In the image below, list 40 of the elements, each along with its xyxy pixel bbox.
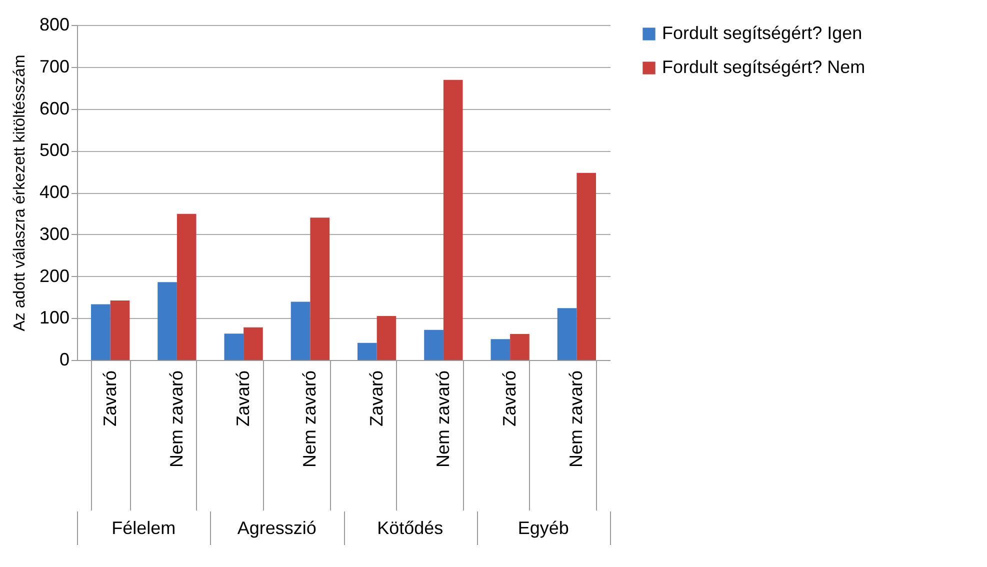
y-tick-label: 600	[39, 98, 70, 118]
bar	[158, 282, 177, 360]
bar	[424, 330, 444, 360]
y-tick-label: 100	[39, 308, 70, 328]
y-tick-label: 800	[39, 14, 70, 34]
bar	[110, 300, 130, 360]
x-tick-label: Zavaró	[233, 370, 254, 427]
legend-label: Fordult segítségért? Igen	[662, 23, 862, 43]
y-tick-label: 200	[39, 266, 70, 286]
x-tick-label: Nem zavaró	[432, 370, 453, 468]
text: Egyéb	[518, 518, 569, 538]
bar	[90, 304, 110, 360]
bar	[490, 339, 510, 360]
bar	[510, 334, 530, 360]
y-tick-label: 500	[39, 140, 70, 160]
x-tick-label: Zavaró	[366, 370, 386, 427]
legend-label: Fordult segítségért? Nem	[662, 57, 866, 77]
y-axis-title: Az adott válaszra érkezett kitöltésszám	[11, 54, 28, 332]
bar	[557, 308, 577, 360]
bar	[357, 342, 377, 360]
x-tick-label: Zavaró	[500, 370, 520, 427]
text: Agresszió	[237, 518, 316, 538]
x-tick-label: Zavaró	[100, 370, 120, 427]
bar	[176, 214, 196, 360]
bar	[290, 302, 310, 360]
bar	[443, 80, 463, 360]
bar	[376, 316, 396, 360]
x-tick-label: Nem zavaró	[166, 370, 186, 468]
bar	[224, 334, 244, 360]
y-tick-label: 700	[39, 56, 70, 76]
bar	[310, 218, 330, 360]
x-tick-label: Nem zavaró	[566, 370, 586, 468]
text: Kötődés	[377, 518, 444, 538]
y-tick-label: 300	[39, 224, 70, 244]
y-tick-label: 400	[39, 182, 70, 202]
y-tick-label: 0	[59, 350, 70, 370]
bar	[244, 327, 263, 360]
x-tick-label: Nem zavaró	[300, 370, 320, 468]
text: Félelem	[112, 518, 176, 538]
bar	[576, 172, 596, 360]
